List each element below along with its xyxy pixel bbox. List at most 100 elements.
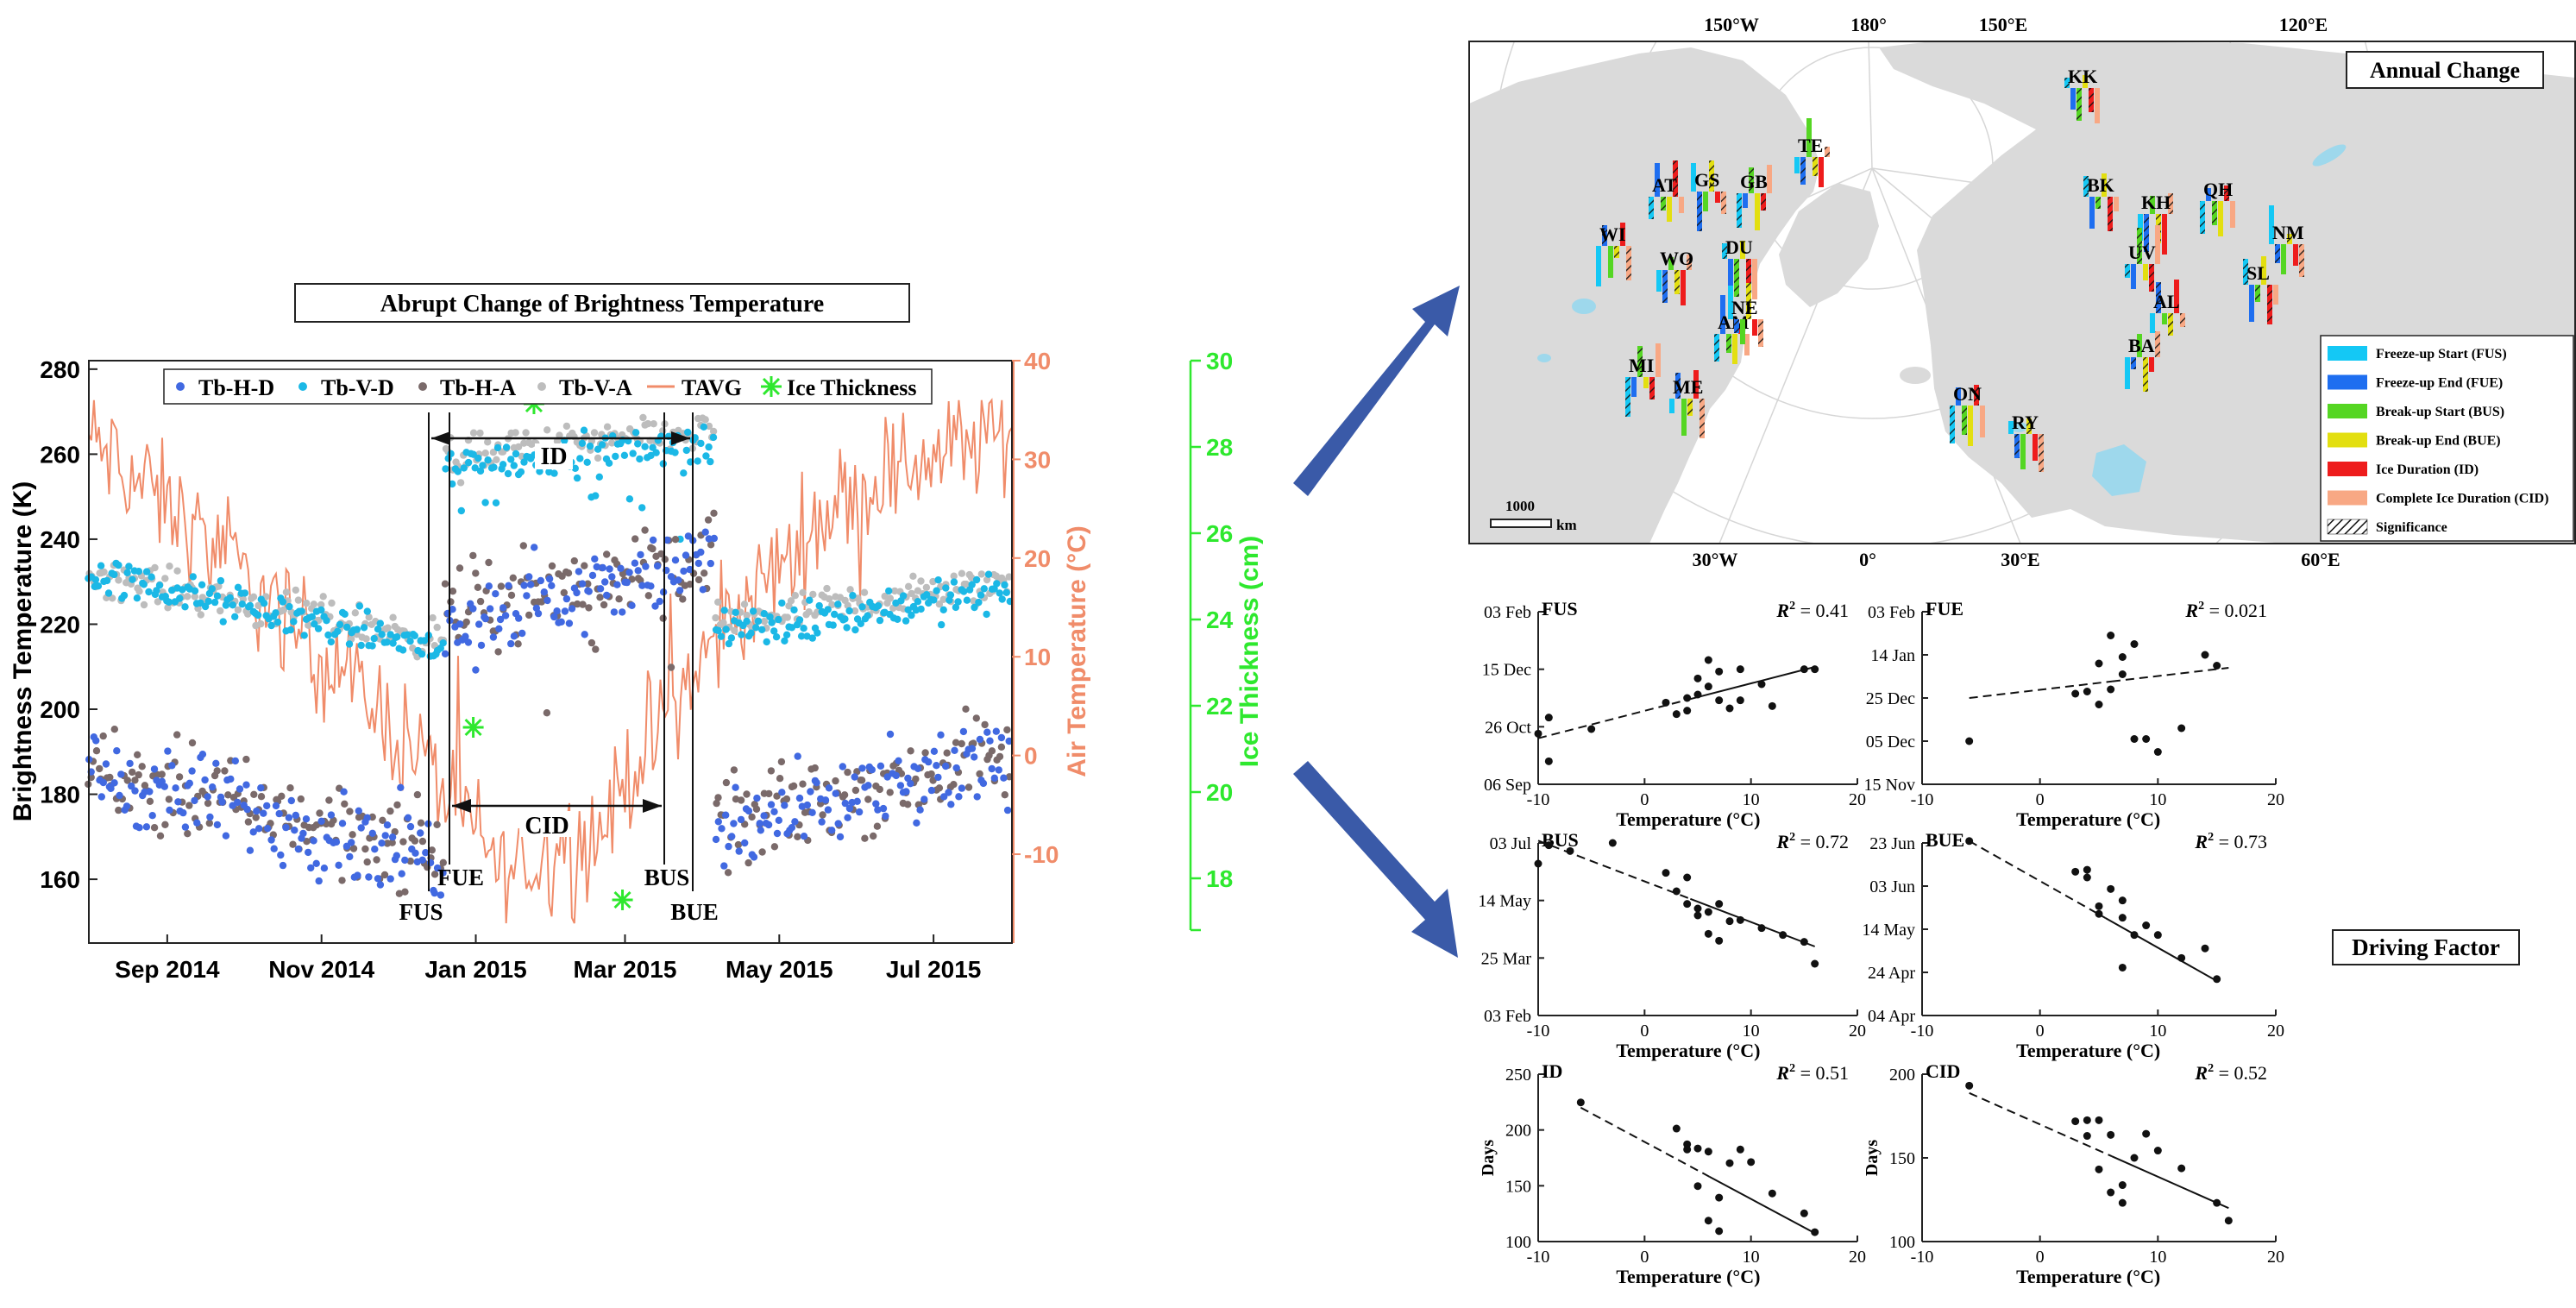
tb-point bbox=[564, 569, 573, 577]
scatter-point bbox=[2201, 944, 2209, 953]
tb-point bbox=[592, 645, 600, 653]
tb-point bbox=[737, 815, 745, 824]
tb-point bbox=[809, 590, 817, 599]
tb-point bbox=[155, 582, 164, 589]
tb-point bbox=[92, 737, 100, 745]
tb-point bbox=[179, 586, 186, 594]
tb-point bbox=[940, 793, 948, 801]
tb-point bbox=[383, 821, 392, 829]
tb-point bbox=[912, 775, 920, 783]
tb-point bbox=[479, 462, 487, 469]
scatter-point bbox=[1662, 698, 1670, 707]
lake-marker-qh: QH bbox=[2200, 179, 2235, 236]
tb-point bbox=[642, 563, 650, 570]
tb-point bbox=[173, 567, 181, 575]
panel-x-tick-label: -10 bbox=[1911, 1022, 1934, 1041]
y2-tick-label: 0 bbox=[1024, 743, 1038, 770]
lake-bar-hatch bbox=[2143, 357, 2148, 392]
scatter-panels: -10 0 10 20 03 Feb 15 Dec 26 Oct 06 Sep FUS R2 = … bbox=[1478, 598, 2284, 1287]
tb-point bbox=[576, 455, 584, 462]
tb-point bbox=[469, 605, 477, 613]
tb-point bbox=[921, 749, 929, 757]
map-bottom-label-30e: 30°E bbox=[2001, 549, 2039, 570]
tb-point bbox=[512, 429, 519, 437]
tb-point bbox=[562, 422, 571, 431]
lake-bar bbox=[2095, 88, 2100, 123]
panel-x-tick-label: 20 bbox=[2267, 1022, 2284, 1041]
lake-baikal bbox=[2312, 144, 2347, 167]
panel-y-label: Days bbox=[1863, 1140, 1882, 1176]
tb-point bbox=[601, 578, 609, 586]
tb-point bbox=[834, 601, 842, 608]
tb-point bbox=[883, 773, 891, 781]
tb-point bbox=[517, 468, 525, 476]
lake-caspian bbox=[2092, 444, 2146, 496]
lake-bar bbox=[2293, 244, 2298, 266]
tb-point bbox=[115, 561, 123, 569]
scatter-point bbox=[1768, 1189, 1776, 1198]
tb-point bbox=[758, 848, 766, 856]
tb-point bbox=[464, 638, 473, 646]
map-legend-label: Break-up End (BUE) bbox=[2376, 434, 2501, 449]
tb-point bbox=[141, 782, 149, 789]
tb-point bbox=[148, 573, 155, 581]
tb-point bbox=[714, 818, 722, 826]
panel-x-tick-label: 20 bbox=[2267, 790, 2284, 809]
scatter-point bbox=[2083, 1132, 2091, 1141]
tb-point bbox=[770, 627, 778, 635]
legend-marker-tb-v-a bbox=[537, 382, 546, 391]
tb-point bbox=[457, 506, 465, 515]
y2-tick-label: 20 bbox=[1024, 545, 1051, 572]
tb-point bbox=[389, 639, 397, 647]
tb-point bbox=[341, 610, 349, 618]
tb-point bbox=[493, 443, 502, 452]
legend-label-ice: Ice Thickness bbox=[787, 375, 917, 400]
tb-point bbox=[927, 770, 935, 778]
panel-title: ID bbox=[1542, 1060, 1562, 1082]
tb-point bbox=[222, 601, 230, 609]
tb-point bbox=[176, 594, 184, 602]
scatter-point bbox=[1683, 900, 1692, 909]
tb-point bbox=[702, 452, 710, 460]
tb-point bbox=[764, 821, 773, 829]
lake-bar-hatch bbox=[2108, 197, 2113, 231]
lake-bar-hatch bbox=[1950, 406, 1955, 443]
panel-x-label: Temperature (°C) bbox=[1616, 1266, 1760, 1287]
tb-point bbox=[456, 564, 464, 572]
tb-point bbox=[181, 603, 189, 611]
tb-point bbox=[135, 588, 143, 595]
map-title: Annual Change bbox=[2370, 58, 2520, 83]
tb-point bbox=[439, 639, 447, 647]
lake-bar bbox=[2070, 88, 2076, 110]
tb-point bbox=[165, 598, 173, 606]
panel-r2: R2 = 0.73 bbox=[2194, 831, 2267, 852]
panel-y-tick-label: 06 Sep bbox=[1484, 776, 1531, 795]
tb-point bbox=[536, 468, 543, 475]
tb-point bbox=[110, 570, 118, 579]
tb-point bbox=[789, 782, 798, 790]
tb-point bbox=[140, 601, 148, 609]
panel-x-tick-label: 20 bbox=[1849, 1248, 1866, 1267]
tb-point bbox=[1000, 774, 1008, 782]
scatter-point bbox=[1544, 757, 1553, 765]
tb-point bbox=[472, 569, 480, 577]
scatter-point bbox=[1779, 931, 1787, 940]
lake-label: GB bbox=[1740, 171, 1768, 192]
tb-point bbox=[927, 786, 936, 795]
tb-point bbox=[752, 805, 761, 813]
tb-point bbox=[595, 473, 603, 481]
tb-point bbox=[447, 598, 455, 606]
tb-point bbox=[302, 815, 311, 823]
tb-point bbox=[872, 800, 880, 808]
lake-marker-at: AT bbox=[1649, 160, 1684, 222]
lake-bar-hatch bbox=[1722, 243, 1727, 259]
tb-point bbox=[134, 751, 141, 758]
tb-point bbox=[592, 492, 600, 500]
tb-point bbox=[855, 808, 864, 816]
panel-x-tick-label: 0 bbox=[1640, 1248, 1649, 1267]
tb-point bbox=[773, 792, 781, 800]
tb-point bbox=[853, 797, 861, 805]
panel-x-label: Temperature (°C) bbox=[2016, 1040, 2160, 1061]
tb-point bbox=[958, 569, 966, 577]
tb-point bbox=[234, 606, 242, 614]
